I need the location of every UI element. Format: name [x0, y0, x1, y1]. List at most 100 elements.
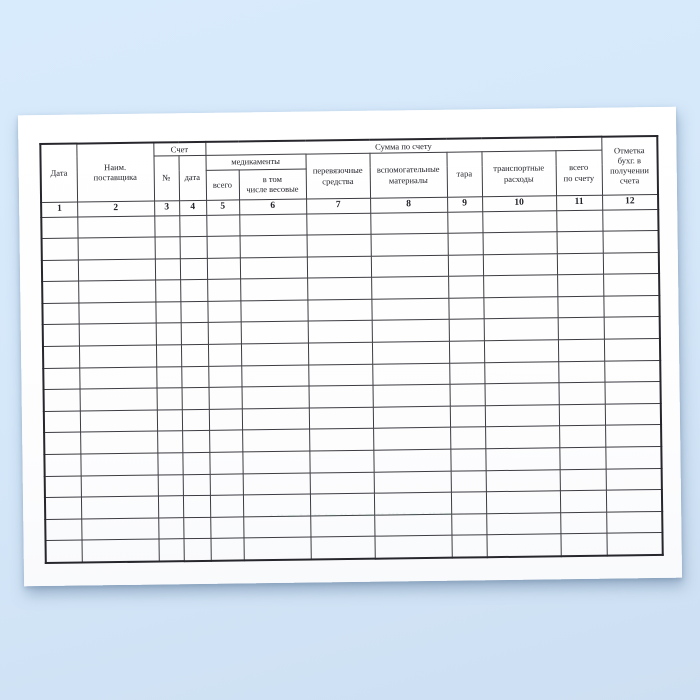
table-cell — [556, 209, 603, 232]
table-cell — [155, 323, 181, 346]
table-cell — [374, 535, 452, 559]
table-cell — [448, 340, 485, 363]
table-cell — [45, 540, 82, 563]
table-cell — [309, 471, 374, 495]
table-cell — [242, 429, 310, 452]
header-group-account: Счет — [153, 141, 206, 156]
table-cell — [207, 322, 241, 345]
table-cell — [484, 383, 559, 406]
table-cell — [208, 408, 243, 431]
column-number: 12 — [602, 193, 659, 210]
table-cell — [239, 235, 307, 258]
table-cell — [559, 447, 606, 470]
table-cell — [603, 295, 660, 318]
header-account-number: № — [153, 155, 180, 201]
header-account-date: дата — [178, 154, 207, 201]
table-cell — [206, 214, 240, 237]
table-cell — [309, 493, 375, 516]
table-cell — [557, 339, 605, 362]
table-cell — [559, 468, 606, 491]
table-cell — [42, 346, 80, 369]
table-cell — [179, 258, 208, 280]
column-number: 2 — [77, 200, 155, 217]
table-cell — [182, 430, 210, 453]
column-number: 1 — [41, 201, 78, 218]
table-cell — [206, 257, 241, 280]
table-cell — [43, 367, 80, 390]
table-cell — [447, 232, 483, 255]
table-cell — [371, 298, 449, 321]
table-cell — [240, 299, 308, 323]
table-cell — [482, 210, 557, 233]
table-cell — [44, 475, 81, 498]
table-cell — [41, 259, 79, 282]
table-cell — [179, 236, 207, 259]
table-cell — [182, 495, 211, 518]
table-cell — [483, 275, 558, 298]
table-cell — [207, 343, 242, 367]
table-cell — [210, 516, 244, 539]
table-cell — [310, 515, 375, 538]
table-cell — [485, 426, 560, 449]
table-cell — [605, 489, 663, 512]
table-cell — [556, 252, 604, 276]
table-cell — [41, 238, 78, 261]
table-cell — [44, 454, 81, 477]
table-cell — [483, 339, 559, 363]
table-cell — [158, 539, 184, 562]
table-cell — [603, 338, 661, 361]
table-cell — [309, 428, 374, 452]
table-cell — [44, 497, 82, 520]
table-cell — [307, 277, 372, 300]
table-cell — [156, 366, 182, 389]
table-cell — [242, 494, 311, 517]
table-cell — [448, 276, 484, 299]
table-cell — [80, 431, 158, 455]
table-cell — [307, 342, 373, 365]
table-cell — [560, 511, 607, 535]
table-cell — [372, 384, 450, 408]
table-cell — [239, 213, 307, 237]
table-cell — [370, 233, 448, 256]
table-cell — [605, 446, 662, 469]
table-cell — [42, 281, 79, 304]
table-cell — [42, 324, 79, 347]
table-cell — [450, 448, 486, 471]
table-cell — [373, 427, 451, 451]
table-cell — [81, 517, 159, 541]
table-cell — [157, 452, 183, 475]
table-cell — [78, 280, 156, 303]
header-transport-costs: транспортные расходы — [481, 150, 557, 197]
column-number: 10 — [482, 195, 557, 212]
column-number: 7 — [306, 197, 371, 214]
table-cell — [373, 470, 451, 494]
table-cell — [155, 301, 181, 324]
table-cell — [604, 360, 661, 383]
table-cell — [182, 473, 210, 496]
table-cell — [81, 539, 159, 563]
table-cell — [602, 208, 659, 232]
table-cell — [240, 321, 308, 344]
table-cell — [180, 322, 208, 345]
table-cell — [484, 361, 559, 384]
table-cell — [242, 451, 310, 474]
table-cell — [602, 230, 659, 253]
table-cell — [483, 318, 558, 341]
header-date: Дата — [40, 143, 78, 203]
table-cell — [80, 453, 158, 476]
table-cell — [560, 533, 607, 556]
table-cell — [157, 431, 183, 454]
table-cell — [183, 538, 211, 561]
table-cell — [449, 405, 486, 428]
table-cell — [154, 258, 181, 281]
table-cell — [181, 387, 209, 410]
table-cell — [77, 237, 155, 260]
column-number: 6 — [239, 198, 307, 215]
table-cell — [43, 410, 81, 433]
supplier-invoice-register-table: Дата Наим. поставщика Счет Сумма по счет… — [39, 134, 664, 564]
table-cell — [182, 452, 210, 475]
table-cell — [77, 258, 156, 282]
table-cell — [558, 404, 606, 427]
table-cell — [449, 383, 485, 407]
